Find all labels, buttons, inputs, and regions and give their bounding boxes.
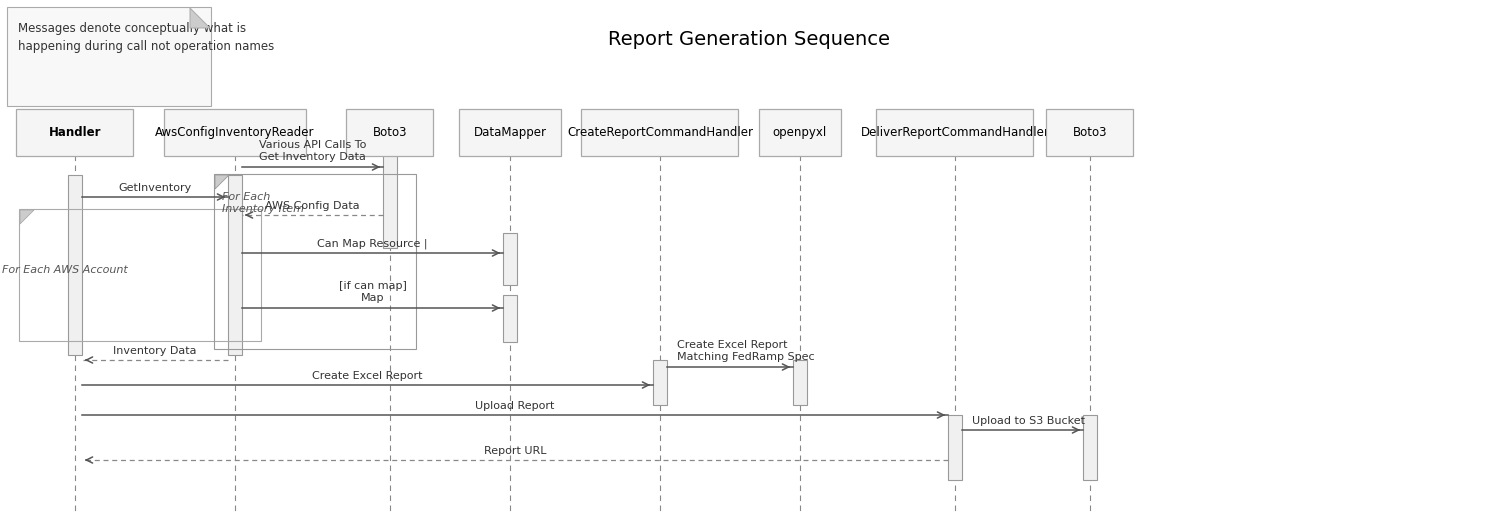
Text: Report Generation Sequence: Report Generation Sequence bbox=[609, 30, 890, 49]
Text: Handler: Handler bbox=[49, 126, 102, 139]
Text: GetInventory: GetInventory bbox=[118, 183, 192, 193]
Text: Upload to S3 Bucket: Upload to S3 Bucket bbox=[971, 416, 1085, 426]
Text: DeliverReportCommandHandler: DeliverReportCommandHandler bbox=[860, 126, 1049, 139]
Text: AWS Config Data: AWS Config Data bbox=[265, 201, 360, 211]
Text: Boto3: Boto3 bbox=[1073, 126, 1108, 139]
Text: [if can map]
Map: [if can map] Map bbox=[339, 281, 406, 303]
Text: For Each AWS Account: For Each AWS Account bbox=[1, 265, 127, 275]
Text: CreateReportCommandHandler: CreateReportCommandHandler bbox=[567, 126, 752, 139]
Text: Messages denote conceptually what is
happening during call not operation names: Messages denote conceptually what is hap… bbox=[18, 22, 274, 53]
FancyBboxPatch shape bbox=[947, 415, 962, 480]
FancyBboxPatch shape bbox=[1082, 415, 1097, 480]
Text: Can Map Resource |: Can Map Resource | bbox=[318, 239, 427, 249]
Text: openpyxl: openpyxl bbox=[773, 126, 827, 139]
Text: Create Excel Report
Matching FedRamp Spec: Create Excel Report Matching FedRamp Spe… bbox=[678, 340, 814, 362]
FancyBboxPatch shape bbox=[793, 360, 806, 405]
Text: AwsConfigInventoryReader: AwsConfigInventoryReader bbox=[156, 126, 315, 139]
FancyBboxPatch shape bbox=[16, 109, 133, 156]
Text: Report URL: Report URL bbox=[484, 446, 546, 456]
Text: Boto3: Boto3 bbox=[373, 126, 408, 139]
FancyBboxPatch shape bbox=[582, 109, 739, 156]
FancyBboxPatch shape bbox=[1046, 109, 1133, 156]
Polygon shape bbox=[19, 210, 34, 224]
Polygon shape bbox=[214, 175, 229, 189]
FancyBboxPatch shape bbox=[163, 109, 306, 156]
FancyBboxPatch shape bbox=[877, 109, 1033, 156]
FancyBboxPatch shape bbox=[459, 109, 561, 156]
FancyBboxPatch shape bbox=[7, 7, 211, 106]
FancyBboxPatch shape bbox=[504, 233, 517, 285]
FancyBboxPatch shape bbox=[504, 295, 517, 342]
FancyBboxPatch shape bbox=[384, 155, 397, 248]
FancyBboxPatch shape bbox=[346, 109, 433, 156]
Text: Create Excel Report: Create Excel Report bbox=[312, 371, 423, 381]
Text: Various API Calls To
Get Inventory Data: Various API Calls To Get Inventory Data bbox=[259, 140, 366, 162]
FancyBboxPatch shape bbox=[67, 175, 82, 355]
Polygon shape bbox=[190, 8, 210, 28]
Text: Inventory Data: Inventory Data bbox=[114, 346, 196, 356]
FancyBboxPatch shape bbox=[654, 360, 667, 405]
Text: Upload Report: Upload Report bbox=[475, 401, 555, 411]
FancyBboxPatch shape bbox=[758, 109, 841, 156]
Text: For Each
Inventory Item: For Each Inventory Item bbox=[222, 192, 304, 214]
FancyBboxPatch shape bbox=[228, 175, 241, 355]
Text: DataMapper: DataMapper bbox=[474, 126, 547, 139]
